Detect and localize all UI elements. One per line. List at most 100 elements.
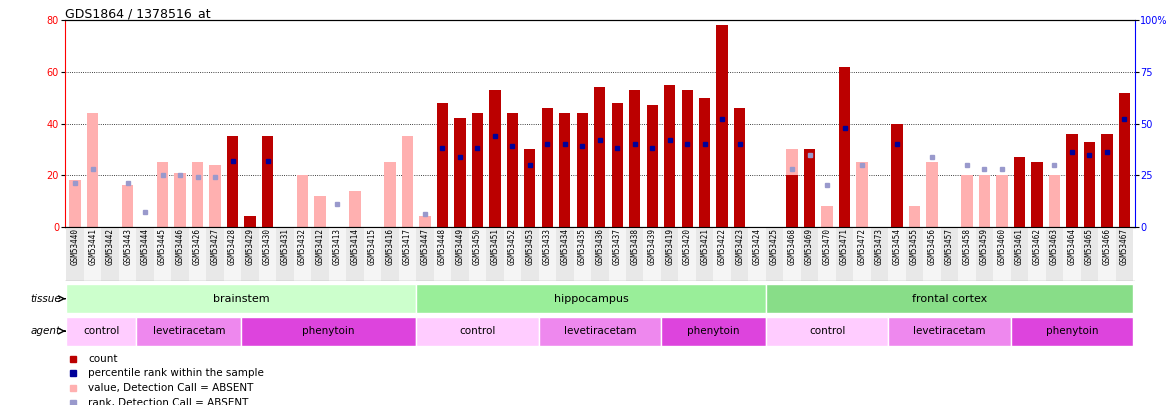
- Bar: [664, 85, 675, 227]
- Bar: [888, 317, 1010, 346]
- Bar: [1010, 227, 1028, 281]
- Text: GSM53473: GSM53473: [875, 228, 884, 265]
- Bar: [402, 136, 413, 227]
- Text: GSM53447: GSM53447: [420, 228, 429, 265]
- Text: GSM53429: GSM53429: [246, 228, 254, 265]
- Bar: [976, 227, 994, 281]
- Bar: [716, 26, 728, 227]
- Bar: [294, 227, 312, 281]
- Bar: [436, 103, 448, 227]
- Bar: [556, 227, 574, 281]
- Text: phenytoin: phenytoin: [1045, 326, 1098, 336]
- Bar: [958, 227, 976, 281]
- Text: GSM53454: GSM53454: [893, 228, 902, 265]
- Bar: [766, 284, 1134, 313]
- Bar: [136, 227, 154, 281]
- Text: GSM53416: GSM53416: [386, 228, 394, 265]
- Text: GSM53440: GSM53440: [71, 228, 80, 265]
- Text: phenytoin: phenytoin: [302, 326, 355, 336]
- Bar: [454, 118, 466, 227]
- Bar: [1045, 227, 1063, 281]
- Text: GSM53443: GSM53443: [123, 228, 132, 265]
- Bar: [888, 227, 906, 281]
- Bar: [941, 227, 958, 281]
- Bar: [1031, 162, 1043, 227]
- Text: GSM53436: GSM53436: [595, 228, 604, 265]
- Text: GSM53427: GSM53427: [211, 228, 220, 265]
- Text: GSM53448: GSM53448: [437, 228, 447, 265]
- Bar: [870, 227, 888, 281]
- Bar: [559, 113, 570, 227]
- Bar: [416, 227, 434, 281]
- Bar: [539, 317, 661, 346]
- Bar: [227, 136, 239, 227]
- Bar: [521, 227, 539, 281]
- Bar: [314, 196, 326, 227]
- Bar: [381, 227, 399, 281]
- Text: agent: agent: [31, 326, 61, 336]
- Text: tissue: tissue: [31, 294, 61, 304]
- Text: GSM53470: GSM53470: [822, 228, 831, 265]
- Bar: [489, 90, 501, 227]
- Bar: [189, 227, 206, 281]
- Bar: [647, 105, 657, 227]
- Bar: [1049, 175, 1060, 227]
- Bar: [978, 175, 990, 227]
- Bar: [66, 227, 83, 281]
- Bar: [1101, 134, 1112, 227]
- Bar: [262, 136, 273, 227]
- Text: GSM53449: GSM53449: [455, 228, 465, 265]
- Bar: [539, 227, 556, 281]
- Bar: [419, 217, 430, 227]
- Bar: [156, 162, 168, 227]
- Bar: [854, 227, 870, 281]
- Bar: [209, 165, 221, 227]
- Bar: [468, 227, 486, 281]
- Bar: [1028, 227, 1045, 281]
- Bar: [801, 227, 818, 281]
- Bar: [192, 162, 203, 227]
- Bar: [714, 227, 731, 281]
- Bar: [1098, 227, 1116, 281]
- Text: GSM53462: GSM53462: [1033, 228, 1042, 265]
- Text: GSM53441: GSM53441: [88, 228, 98, 265]
- Bar: [838, 67, 850, 227]
- Bar: [1081, 227, 1098, 281]
- Text: GSM53468: GSM53468: [788, 228, 796, 265]
- Bar: [927, 162, 937, 227]
- Bar: [679, 227, 696, 281]
- Text: GSM53434: GSM53434: [560, 228, 569, 265]
- Text: GSM53439: GSM53439: [648, 228, 656, 265]
- Bar: [1116, 227, 1134, 281]
- Bar: [172, 227, 189, 281]
- Text: GSM53428: GSM53428: [228, 228, 238, 265]
- Bar: [731, 227, 748, 281]
- Bar: [174, 173, 186, 227]
- Bar: [734, 108, 746, 227]
- Text: control: control: [459, 326, 495, 336]
- Bar: [574, 227, 592, 281]
- Bar: [136, 317, 241, 346]
- Bar: [836, 227, 854, 281]
- Bar: [923, 227, 941, 281]
- Bar: [276, 227, 294, 281]
- Bar: [154, 227, 172, 281]
- Bar: [434, 227, 452, 281]
- Text: levetiracetam: levetiracetam: [153, 326, 225, 336]
- Bar: [349, 191, 361, 227]
- Bar: [245, 217, 255, 227]
- Bar: [452, 227, 468, 281]
- Text: GSM53461: GSM53461: [1015, 228, 1024, 265]
- Text: GSM53430: GSM53430: [263, 228, 272, 265]
- Bar: [1063, 227, 1081, 281]
- Bar: [787, 149, 797, 227]
- Text: GSM53459: GSM53459: [980, 228, 989, 265]
- Bar: [101, 227, 119, 281]
- Bar: [909, 206, 920, 227]
- Bar: [821, 206, 833, 227]
- Bar: [66, 317, 136, 346]
- Text: GSM53457: GSM53457: [946, 228, 954, 265]
- Bar: [661, 317, 766, 346]
- Text: GSM53466: GSM53466: [1102, 228, 1111, 265]
- Text: GSM53426: GSM53426: [193, 228, 202, 265]
